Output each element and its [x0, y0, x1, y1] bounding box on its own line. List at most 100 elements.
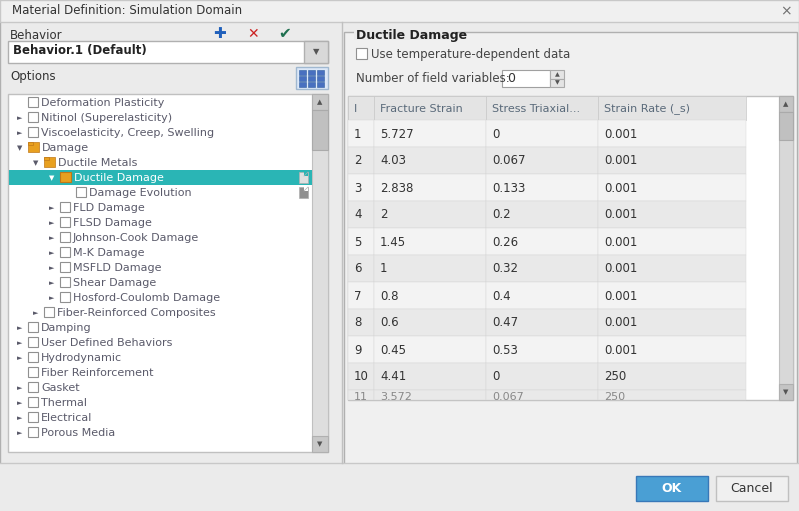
Bar — [348, 309, 374, 336]
Text: 4.03: 4.03 — [380, 154, 406, 168]
Bar — [44, 307, 54, 317]
Bar — [348, 96, 374, 120]
Text: 3.572: 3.572 — [380, 392, 411, 402]
Text: ▲: ▲ — [317, 99, 323, 105]
Bar — [348, 120, 374, 147]
Bar — [348, 255, 374, 282]
Bar — [299, 172, 308, 183]
Text: ►: ► — [50, 295, 54, 301]
Bar — [348, 363, 374, 390]
Bar — [486, 363, 598, 390]
Bar — [486, 201, 598, 228]
Bar — [299, 82, 306, 87]
Bar — [28, 352, 38, 362]
Text: 250: 250 — [604, 370, 626, 383]
Bar — [317, 70, 324, 75]
Bar — [308, 76, 315, 81]
Bar — [28, 142, 39, 152]
Bar — [312, 110, 328, 150]
Text: ▼: ▼ — [783, 389, 789, 395]
Bar — [0, 0, 799, 22]
Text: ▼: ▼ — [34, 160, 38, 166]
Text: ▲: ▲ — [555, 73, 559, 78]
Bar — [636, 476, 708, 501]
Bar — [598, 390, 746, 400]
Text: Electrical: Electrical — [41, 413, 93, 423]
Text: 8: 8 — [354, 316, 361, 330]
Bar — [374, 363, 486, 390]
Text: Deformation Plasticity: Deformation Plasticity — [41, 98, 165, 108]
Text: ►: ► — [50, 235, 54, 241]
Bar — [716, 476, 788, 501]
Text: 250: 250 — [604, 392, 625, 402]
Bar — [76, 187, 86, 197]
Text: 6: 6 — [354, 263, 361, 275]
Bar — [374, 255, 486, 282]
Bar — [374, 201, 486, 228]
Bar — [779, 112, 793, 140]
Bar — [299, 187, 308, 198]
Text: Ductile Damage: Ductile Damage — [356, 29, 467, 42]
Text: FLSD Damage: FLSD Damage — [73, 218, 152, 228]
Bar — [28, 337, 38, 347]
Bar — [8, 41, 328, 63]
Bar — [374, 147, 486, 174]
Text: I: I — [354, 104, 357, 114]
Bar — [598, 336, 746, 363]
Text: Damping: Damping — [41, 323, 92, 333]
Text: Behavior: Behavior — [10, 29, 62, 42]
Text: MSFLD Damage: MSFLD Damage — [73, 263, 161, 273]
Bar — [486, 336, 598, 363]
Text: 1: 1 — [380, 263, 388, 275]
Text: Strain Rate (_s): Strain Rate (_s) — [604, 104, 690, 114]
Text: ►: ► — [18, 325, 22, 331]
Bar — [779, 96, 793, 400]
Bar — [317, 82, 324, 87]
Text: ►: ► — [18, 385, 22, 391]
Text: 5: 5 — [354, 236, 361, 248]
Text: ✚: ✚ — [213, 26, 226, 41]
Text: 0.001: 0.001 — [604, 181, 638, 195]
Bar — [60, 247, 70, 257]
Text: Gasket: Gasket — [41, 383, 80, 393]
Bar — [598, 201, 746, 228]
Text: Number of field variables:: Number of field variables: — [356, 72, 510, 85]
Text: 11: 11 — [354, 392, 368, 402]
Text: ►: ► — [18, 130, 22, 136]
Bar — [356, 48, 367, 59]
Text: ►: ► — [18, 415, 22, 421]
Text: Behavior.1 (Default): Behavior.1 (Default) — [13, 44, 147, 57]
Text: 0.47: 0.47 — [492, 316, 518, 330]
Text: 0.53: 0.53 — [492, 343, 518, 357]
Text: ▼: ▼ — [312, 48, 320, 57]
Bar — [486, 309, 598, 336]
Text: 0.001: 0.001 — [604, 343, 638, 357]
Text: 0.001: 0.001 — [604, 236, 638, 248]
Bar — [779, 384, 793, 400]
Text: Johnson-Cook Damage: Johnson-Cook Damage — [73, 233, 199, 243]
Text: 0.4: 0.4 — [492, 290, 511, 303]
Text: 0.001: 0.001 — [604, 128, 638, 141]
Text: Fracture Strain: Fracture Strain — [380, 104, 463, 114]
Bar — [60, 277, 70, 287]
Text: 0: 0 — [492, 370, 499, 383]
Bar — [374, 174, 486, 201]
Text: 0.45: 0.45 — [380, 343, 406, 357]
Bar — [348, 174, 374, 201]
Text: 3: 3 — [354, 181, 361, 195]
Bar — [304, 172, 308, 176]
Bar — [312, 436, 328, 452]
Bar — [28, 112, 38, 122]
Text: Cancel: Cancel — [731, 481, 773, 495]
Bar — [550, 70, 564, 79]
Text: Use temperature-dependent data: Use temperature-dependent data — [371, 48, 570, 61]
Text: ▼: ▼ — [317, 441, 323, 447]
Bar — [486, 390, 598, 400]
Bar — [312, 94, 328, 452]
Bar — [28, 142, 33, 145]
Text: M-K Damage: M-K Damage — [73, 248, 145, 258]
Text: Ductile Damage: Ductile Damage — [74, 173, 164, 183]
Bar — [28, 382, 38, 392]
Text: ►: ► — [18, 400, 22, 406]
Bar — [598, 255, 746, 282]
